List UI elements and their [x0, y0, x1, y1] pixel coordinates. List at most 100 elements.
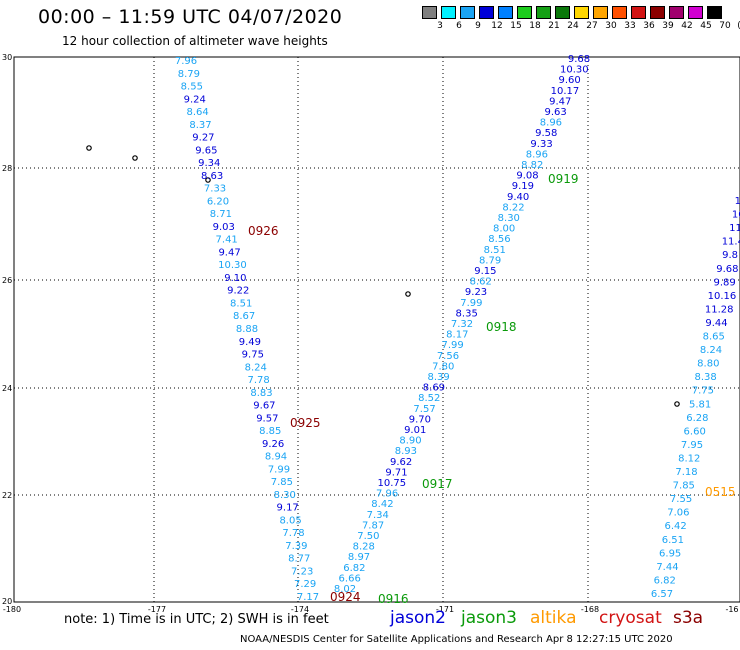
legend-s3a: s3a — [673, 608, 704, 628]
scale-label: 18 — [529, 21, 541, 31]
scale-label: (ft) — [734, 21, 740, 31]
swh-value-track-b: 8.17 — [446, 330, 468, 341]
swh-value-track-b: 7.99 — [460, 298, 482, 309]
swh-value-track-c: 10.16 — [708, 291, 737, 302]
swh-value-track-c: 9.68 — [716, 264, 738, 275]
swh-value-track-a: 8.77 — [288, 554, 310, 565]
swh-value-track-c: 8.80 — [697, 359, 719, 370]
swh-value-track-c: 9.89 — [714, 277, 736, 288]
swh-value-track-a: 8.24 — [245, 362, 267, 373]
scale-swatch — [631, 6, 646, 19]
scale-swatch — [422, 6, 437, 19]
swh-value-track-a: 9.49 — [239, 337, 261, 348]
swh-value-track-b: 7.87 — [362, 520, 384, 531]
credit-line: NOAA/NESDIS Center for Satellite Applica… — [240, 634, 673, 645]
swh-value-track-b: 10.30 — [560, 65, 589, 76]
swh-value-track-b: 10.75 — [377, 478, 406, 489]
scale-label: 15 — [510, 21, 522, 31]
lat-lon-grid — [13, 56, 740, 603]
swh-value-track-c: 6.42 — [664, 521, 686, 532]
swh-value-track-b: 7.80 — [432, 361, 454, 372]
pass-time-label: 0926 — [248, 224, 279, 238]
swh-value-track-c: 8.38 — [694, 372, 716, 383]
swh-value-track-b: 8.22 — [502, 202, 524, 213]
swh-value-track-a: 7.78 — [282, 528, 304, 539]
swh-value-track-a: 7.17 — [297, 592, 319, 603]
swh-value-track-c: 6.57 — [651, 589, 673, 600]
swh-value-track-c: 6.95 — [659, 548, 681, 559]
swh-value-track-a: 8.79 — [178, 69, 200, 80]
island-marker — [405, 291, 411, 297]
swh-value-track-c: 11.4 — [722, 237, 740, 248]
swh-value-track-a: 8.51 — [230, 298, 252, 309]
swh-value-track-a: 6.20 — [207, 196, 229, 207]
swh-value-track-a: 9.65 — [195, 145, 217, 156]
island-markers — [86, 145, 680, 407]
scale-label: 33 — [624, 21, 636, 31]
scale-swatch — [441, 6, 456, 19]
swh-value-track-b: 8.00 — [493, 224, 515, 235]
swh-value-track-a: 8.71 — [210, 209, 232, 220]
swh-value-track-a: 9.47 — [218, 247, 240, 258]
swh-value-track-c: 6.82 — [654, 575, 676, 586]
swh-value-track-b: 6.66 — [339, 573, 361, 584]
legend-jason2: jason2 — [390, 608, 446, 628]
swh-value-track-b: 8.96 — [526, 149, 548, 160]
swh-value-track-b: 8.39 — [427, 372, 449, 383]
swh-value-track-b: 9.23 — [465, 287, 487, 298]
scale-swatch — [612, 6, 627, 19]
scale-label: 24 — [567, 21, 579, 31]
swh-value-track-b: 9.60 — [559, 75, 581, 86]
swh-value-track-a: 8.37 — [189, 120, 211, 131]
scale-swatch — [517, 6, 532, 19]
swh-value-track-b: 8.42 — [371, 499, 393, 510]
legend-altika: altika — [530, 608, 577, 628]
swh-value-track-b: 7.50 — [357, 531, 379, 542]
swh-value-track-a: 10.30 — [218, 260, 247, 271]
swh-value-track-c: 7.75 — [692, 386, 714, 397]
swh-value-track-c: 7.95 — [681, 440, 703, 451]
swh-value-track-a: 7.41 — [216, 235, 238, 246]
swh-value-track-c: 7.06 — [667, 508, 689, 519]
island-marker — [674, 401, 680, 407]
swh-value-track-b: 6.82 — [343, 563, 365, 574]
swh-value-track-c: 16 — [735, 196, 740, 207]
swh-value-track-b: 8.52 — [418, 393, 440, 404]
swh-value-track-b: 10.17 — [551, 86, 580, 97]
lat-label: 20 — [2, 597, 12, 606]
swh-value-track-b: 8.35 — [456, 308, 478, 319]
scale-swatch — [593, 6, 608, 19]
lat-label: 30 — [2, 53, 12, 62]
swh-value-track-b: 7.34 — [367, 510, 389, 521]
swh-value-track-b: 9.15 — [474, 266, 496, 277]
scale-label: 36 — [643, 21, 655, 31]
swh-value-track-b: 8.56 — [488, 234, 510, 245]
legend-cryosat: cryosat — [599, 608, 662, 628]
island-marker — [86, 145, 92, 151]
scale-swatch — [707, 6, 722, 19]
swh-value-track-b: 9.68 — [568, 54, 590, 65]
scale-label: 30 — [605, 21, 617, 31]
swh-value-track-a: 8.88 — [236, 324, 258, 335]
swh-value-track-a: 8.64 — [186, 107, 208, 118]
lat-label: 28 — [2, 164, 12, 173]
swh-value-track-b: 8.93 — [395, 446, 417, 457]
swh-value-track-a: 7.99 — [268, 464, 290, 475]
swh-value-track-a: 7.78 — [247, 375, 269, 386]
swh-value-track-a: 9.34 — [198, 158, 220, 169]
swh-value-track-b: 9.62 — [390, 457, 412, 468]
swh-value-track-b: 7.96 — [376, 489, 398, 500]
scale-swatch — [555, 6, 570, 19]
swh-value-track-b: 9.63 — [544, 107, 566, 118]
pass-time-label: 0924 — [330, 590, 361, 604]
swh-value-track-a: 7.23 — [291, 566, 313, 577]
swh-value-track-a: 7.85 — [271, 477, 293, 488]
scale-label: 45 — [700, 21, 712, 31]
swh-value-track-a: 8.05 — [279, 515, 301, 526]
scale-swatch — [460, 6, 475, 19]
lon-label: -16 — [725, 605, 738, 614]
lat-label: 26 — [2, 276, 12, 285]
pass-time-label: 0919 — [548, 172, 579, 186]
swh-value-track-a: 9.57 — [256, 413, 278, 424]
